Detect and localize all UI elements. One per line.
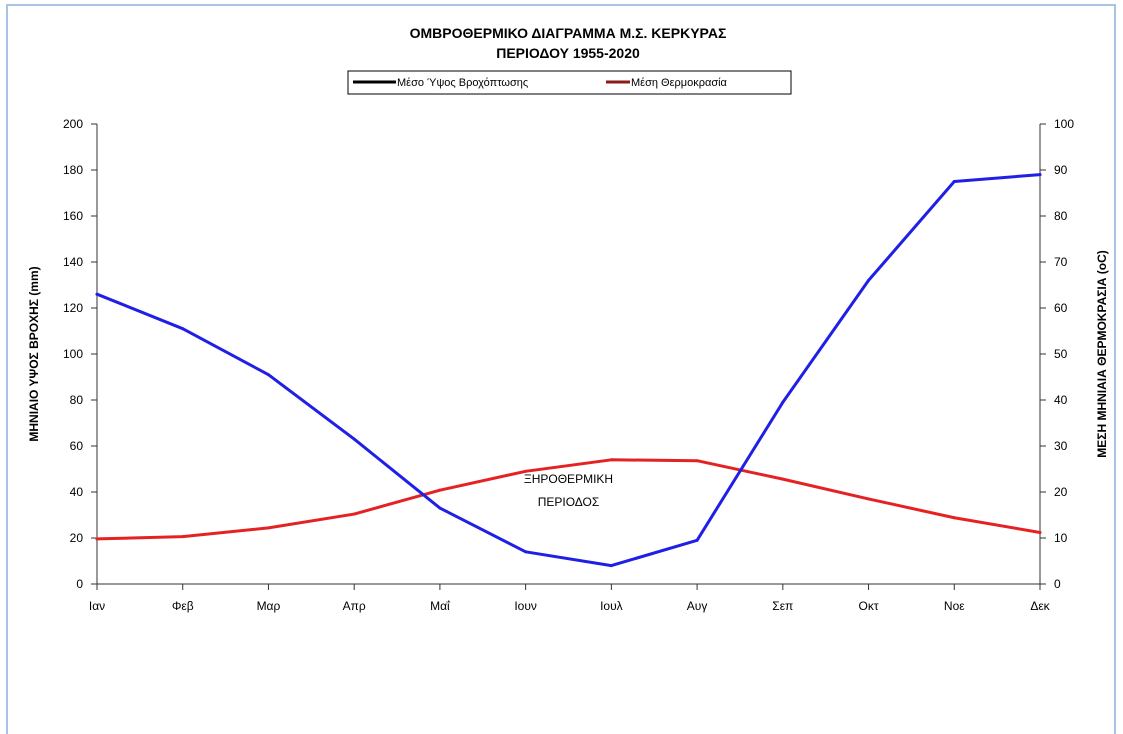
x-tick-label: Μαΐ (430, 599, 451, 613)
temperature-point (352, 512, 356, 516)
temperature-point (1038, 530, 1042, 534)
x-tick-label: Απρ (343, 599, 366, 613)
left-tick-label: 80 (70, 393, 84, 407)
temperature-point (524, 469, 528, 473)
left-tick-label: 160 (63, 209, 83, 223)
temperature-point (695, 459, 699, 463)
rainfall-line (95, 173, 1042, 568)
left-tick-label: 40 (70, 485, 84, 499)
right-y-axis-label: ΜΕΣΗ ΜΗΝΙΑΙΑ ΘΕΡΜΟΚΡΑΣΙΑ (oC) (1095, 250, 1109, 458)
temperature-point (609, 458, 613, 462)
x-tick-label: Αυγ (687, 599, 708, 613)
temperature-point (867, 497, 871, 501)
temperature-line (95, 458, 1042, 541)
rainfall-point (266, 373, 270, 377)
rainfall-point (352, 437, 356, 441)
legend-label-rainfall: Μέσο Ύψος Βροχόπτωσης (397, 77, 528, 89)
right-tick-label: 60 (1054, 301, 1068, 315)
temperature-point (266, 526, 270, 530)
legend-label-temperature: Μέση Θερμοκρασία (631, 77, 728, 89)
legend-box (347, 70, 792, 95)
right-tick-label: 50 (1054, 347, 1068, 361)
left-tick-label: 180 (63, 163, 83, 177)
temperature-point (181, 535, 185, 539)
right-tick-label: 100 (1054, 117, 1074, 131)
rainfall-point (695, 538, 699, 542)
right-tick-label: 30 (1054, 439, 1068, 453)
x-tick-label: Μαρ (257, 599, 281, 613)
left-tick-label: 120 (63, 301, 83, 315)
xerothermic-label-line2: ΠΕΡΙΟΔΟΣ (538, 495, 600, 509)
legend: Μέσο Ύψος Βροχόπτωσης Μέση Θερμοκρασία (347, 70, 792, 95)
chart-frame (6, 4, 1116, 734)
rainfall-point (1038, 173, 1042, 177)
xerothermic-label-line1: ΞΗΡΟΘΕΡΜΙΚΗ (524, 472, 613, 486)
left-y-ticks: 0 20 40 60 80 100 120 140 160 180 200 (63, 117, 97, 591)
left-tick-label: 20 (70, 531, 84, 545)
x-tick-label: Νοε (944, 599, 965, 613)
series-layer (95, 173, 1042, 568)
temperature-point (438, 488, 442, 492)
temperature-point (952, 516, 956, 520)
temperature-point (781, 477, 785, 481)
right-tick-label: 0 (1054, 577, 1061, 591)
right-tick-label: 80 (1054, 209, 1068, 223)
axes (96, 124, 1041, 585)
x-tick-label: Ιουλ (600, 599, 623, 613)
right-tick-label: 90 (1054, 163, 1068, 177)
x-ticks: Ιαν Φεβ Μαρ Απρ Μαΐ Ιουν Ιουλ Αυγ Σεπ Οκτ Νοε Δεκ (89, 584, 1051, 613)
x-tick-label: Ιουν (514, 599, 537, 613)
left-tick-label: 200 (63, 117, 83, 131)
rainfall-point (609, 564, 613, 568)
rainfall-point (867, 278, 871, 282)
x-tick-label: Δεκ (1030, 599, 1050, 613)
x-tick-label: Ιαν (89, 599, 105, 613)
x-tick-label: Οκτ (859, 599, 879, 613)
rainfall-point (438, 506, 442, 510)
left-tick-label: 140 (63, 255, 83, 269)
annotations: ΞΗΡΟΘΕΡΜΙΚΗ ΠΕΡΙΟΔΟΣ (524, 472, 613, 509)
right-y-ticks: 0 10 20 30 40 50 60 70 80 90 100 (1040, 117, 1074, 591)
right-tick-label: 40 (1054, 393, 1068, 407)
right-tick-label: 10 (1054, 531, 1068, 545)
left-tick-label: 60 (70, 439, 84, 453)
right-tick-label: 70 (1054, 255, 1068, 269)
rainfall-point (181, 327, 185, 331)
rainfall-point (952, 180, 956, 183)
rainfall-point (524, 550, 528, 554)
rainfall-point (95, 292, 99, 296)
left-tick-label: 0 (76, 577, 83, 591)
right-tick-label: 20 (1054, 485, 1068, 499)
chart-title: ΟΜΒΡΟΘΕΡΜΙΚΟ ΔΙΑΓΡΑΜΜΑ Μ.Σ. ΚΕΡΚΥΡΑΣ (410, 25, 727, 41)
rainfall-point (781, 400, 785, 404)
x-tick-label: Φεβ (172, 599, 194, 613)
temperature-point (95, 537, 99, 541)
left-tick-label: 100 (63, 347, 83, 361)
x-tick-label: Σεπ (772, 599, 793, 613)
chart-subtitle: ΠΕΡΙΟΔΟΥ 1955-2020 (496, 45, 640, 61)
left-y-axis-label: ΜΗΝΙΑΙΟ ΥΨΟΣ ΒΡΟΧΗΣ (mm) (27, 266, 41, 441)
